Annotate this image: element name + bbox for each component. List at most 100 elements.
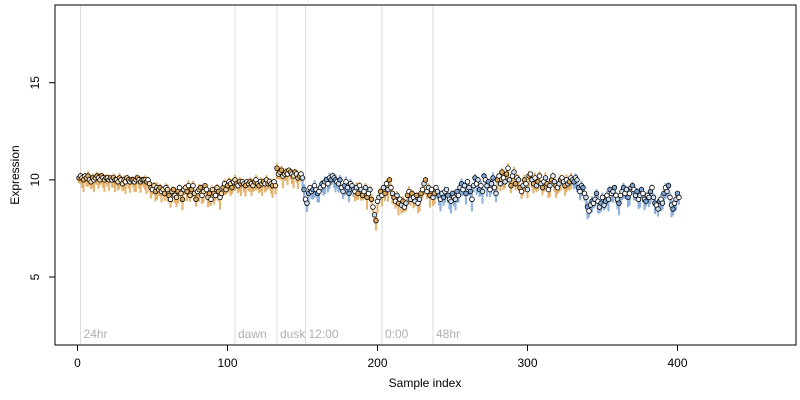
data-point — [367, 186, 373, 193]
data-point — [443, 186, 450, 193]
data-point — [623, 186, 630, 193]
data-point — [346, 190, 352, 197]
marker-label: 48hr — [436, 327, 460, 341]
data-point — [511, 169, 517, 175]
data-point — [664, 188, 670, 195]
data-point — [452, 196, 459, 202]
data-point — [382, 190, 388, 197]
data-point — [542, 175, 549, 181]
data-point — [272, 182, 279, 189]
data-point — [380, 184, 387, 191]
data-point — [547, 182, 553, 189]
data-point — [490, 175, 496, 181]
data-point — [176, 184, 183, 191]
y-axis-label: Expression — [8, 145, 22, 204]
data-point — [508, 182, 514, 189]
data-point — [536, 173, 543, 179]
data-point — [463, 190, 469, 197]
data-point — [229, 184, 235, 191]
data-point — [340, 188, 346, 195]
data-point — [512, 181, 519, 187]
data-point — [167, 196, 174, 202]
data-point — [478, 182, 484, 189]
data-point — [187, 192, 193, 199]
data-point — [193, 196, 199, 202]
data-point — [667, 194, 673, 201]
data-point — [343, 179, 349, 185]
data-point — [506, 177, 513, 183]
data-point — [646, 194, 652, 201]
data-point — [580, 184, 586, 191]
data-point — [274, 165, 280, 171]
data-point — [461, 182, 468, 189]
data-point — [493, 190, 499, 197]
data-point — [583, 194, 589, 201]
data-point — [550, 173, 556, 179]
marker-layer: 24hr dawn dusk 12:00 0:00 48hr — [80, 5, 460, 345]
data-point — [574, 177, 580, 183]
data-point — [532, 175, 538, 181]
data-point — [212, 192, 219, 199]
data-point — [184, 188, 190, 195]
marker-label: dusk — [280, 327, 306, 341]
data-point — [488, 181, 495, 187]
data-point — [505, 165, 511, 171]
data-point — [659, 200, 666, 206]
axis-layer: 0 100 200 300 400 5 10 15 — [28, 76, 688, 370]
data-point — [362, 184, 369, 191]
data-point — [479, 188, 486, 195]
data-point — [173, 194, 180, 201]
marker-label: 12:00 — [309, 327, 339, 341]
data-point — [394, 192, 400, 199]
data-point — [371, 212, 378, 218]
data-point — [518, 188, 525, 195]
data-point — [455, 192, 462, 199]
data-point — [467, 188, 474, 195]
x-tick-label: 100 — [217, 356, 237, 370]
data-point — [586, 208, 592, 214]
data-point — [419, 186, 426, 193]
data-point — [370, 204, 376, 210]
data-point — [178, 190, 184, 197]
data-point — [605, 196, 612, 202]
point-layer — [76, 165, 682, 224]
data-point — [355, 190, 361, 197]
data-point — [499, 169, 505, 175]
data-point — [301, 186, 307, 193]
data-point — [640, 190, 646, 197]
data-point — [304, 200, 310, 206]
data-point — [670, 206, 676, 212]
x-tick-label: 400 — [667, 356, 687, 370]
data-point — [523, 181, 529, 187]
y-tick-label: 15 — [28, 76, 42, 90]
x-axis-label: Sample index — [389, 376, 462, 390]
data-point — [626, 190, 633, 197]
data-point — [161, 190, 168, 197]
data-point — [496, 173, 502, 179]
plot-frame — [54, 4, 797, 346]
marker-label: 24hr — [84, 327, 108, 341]
data-point — [428, 186, 435, 193]
data-point — [403, 200, 409, 206]
data-point — [208, 196, 214, 202]
data-point — [599, 194, 606, 201]
data-point — [164, 186, 171, 193]
data-point — [611, 184, 618, 191]
data-point — [515, 177, 522, 183]
data-point — [413, 192, 420, 199]
data-point — [676, 194, 682, 201]
data-point — [665, 182, 672, 189]
data-point — [593, 190, 600, 197]
data-point — [469, 196, 475, 202]
data-point — [539, 184, 546, 191]
data-point — [203, 186, 210, 193]
data-point — [497, 181, 504, 187]
data-point — [634, 188, 640, 195]
data-point — [616, 200, 622, 206]
data-point — [655, 206, 661, 212]
data-point — [448, 198, 454, 204]
marker-label: dawn — [238, 327, 267, 341]
marker-label: 0:00 — [385, 327, 409, 341]
data-point — [337, 177, 343, 183]
